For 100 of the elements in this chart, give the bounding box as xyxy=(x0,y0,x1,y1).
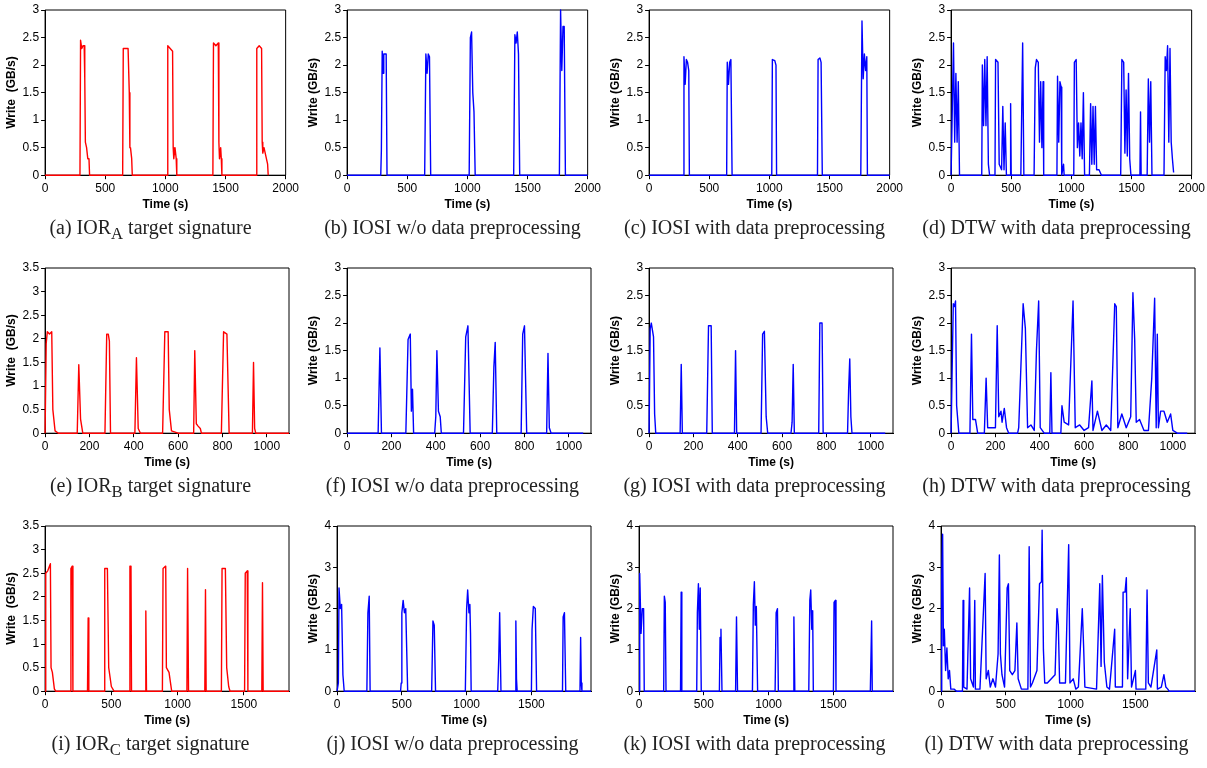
x-tick-label: 1000 xyxy=(1058,180,1086,195)
y-axis-title: Write (GB/s) xyxy=(3,56,18,129)
y-tick-label: 1.5 xyxy=(928,342,946,357)
y-tick-label: 3 xyxy=(626,559,634,574)
y-tick-label: 1 xyxy=(938,112,946,127)
y-tick-label: 1 xyxy=(636,112,644,127)
x-axis-title: Time (s) xyxy=(446,455,492,470)
y-tick-label: 2.5 xyxy=(626,287,644,302)
y-tick-label: 1.5 xyxy=(22,354,40,369)
x-tick-label: 500 xyxy=(995,696,1017,711)
x-tick-label: 200 xyxy=(683,438,704,453)
y-tick-label: 1 xyxy=(626,642,634,657)
x-tick-label: 1000 xyxy=(1057,696,1085,711)
y-tick-label: 2 xyxy=(636,57,644,72)
text: (k) IOSI with data preprocessing xyxy=(622,732,887,755)
y-tick-label: 0 xyxy=(928,683,936,698)
y-tick-label: 3 xyxy=(324,559,332,574)
y-tick-label: 0 xyxy=(938,425,946,440)
y-tick-label: 2.5 xyxy=(324,287,342,302)
y-tick-label: 0 xyxy=(938,167,946,182)
y-tick-label: 1 xyxy=(334,370,342,385)
x-tick-label: 1500 xyxy=(816,180,844,195)
y-tick-label: 2.5 xyxy=(22,565,40,580)
x-axis-title: Time (s) xyxy=(748,455,794,470)
y-tick-label: 2 xyxy=(636,315,644,330)
y-tick-label: 0 xyxy=(334,425,342,440)
text: (c) IOSI with data preprocessing xyxy=(623,216,886,239)
y-tick-label: 3.5 xyxy=(22,260,40,275)
y-tick-label: 0 xyxy=(324,683,332,698)
y-axis-title: Write (GB/s) xyxy=(3,314,18,387)
y-tick-label: 0.5 xyxy=(928,139,946,154)
y-tick-label: 1.5 xyxy=(22,612,40,627)
y-axis-title: Write (GB/s) xyxy=(607,58,622,128)
y-tick-label: 0.5 xyxy=(324,397,342,412)
y-tick-label: 0 xyxy=(626,683,634,698)
y-tick-label: 2 xyxy=(334,315,342,330)
x-tick-label: 1000 xyxy=(755,696,783,711)
x-tick-label: 600 xyxy=(1074,438,1095,453)
y-tick-label: 0.5 xyxy=(22,401,40,416)
text: (e) IOR$_{B}$ target signature xyxy=(48,474,253,502)
y-axis-title: Write (GB/s) xyxy=(3,572,18,645)
x-tick-label: 2000 xyxy=(1178,180,1206,195)
x-tick-label: 800 xyxy=(212,438,233,453)
x-tick-label: 1000 xyxy=(857,438,885,453)
x-tick-label: 1000 xyxy=(454,180,482,195)
x-tick-label: 500 xyxy=(101,696,122,711)
x-tick-label: 1500 xyxy=(1122,696,1150,711)
x-tick-label: 500 xyxy=(95,180,116,195)
text: (b) IOSI w/o data preprocessing xyxy=(323,216,582,239)
x-tick-label: 800 xyxy=(1118,438,1139,453)
y-tick-label: 2 xyxy=(324,600,332,615)
y-tick-label: 1 xyxy=(32,112,40,127)
x-tick-label: 200 xyxy=(985,438,1006,453)
y-tick-label: 3 xyxy=(938,2,946,17)
x-axis-title: Time (s) xyxy=(144,455,190,470)
x-tick-label: 500 xyxy=(693,696,715,711)
x-axis-title: Time (s) xyxy=(1050,455,1096,470)
y-tick-label: 2 xyxy=(938,57,946,72)
y-tick-label: 1.5 xyxy=(626,84,644,99)
y-tick-label: 1.5 xyxy=(928,84,946,99)
y-tick-label: 2.5 xyxy=(928,29,946,44)
x-axis-title: Time (s) xyxy=(1045,713,1091,728)
y-tick-label: 2 xyxy=(32,331,40,346)
y-tick-label: 1.5 xyxy=(626,342,644,357)
y-tick-label: 2 xyxy=(32,589,40,604)
y-axis-title: Write (GB/s) xyxy=(305,574,320,644)
y-tick-label: 1.5 xyxy=(324,84,342,99)
y-tick-label: 2 xyxy=(938,315,946,330)
x-tick-label: 1000 xyxy=(253,438,281,453)
x-tick-label: 1000 xyxy=(164,696,192,711)
y-axis-title: Write (GB/s) xyxy=(607,316,622,386)
x-tick-label: 400 xyxy=(425,438,447,453)
y-tick-label: 2.5 xyxy=(928,287,946,302)
x-axis-title: Time (s) xyxy=(142,197,189,212)
y-tick-label: 0.5 xyxy=(626,139,644,154)
y-tick-label: 2 xyxy=(32,57,40,72)
x-tick-label: 1000 xyxy=(152,180,180,195)
x-tick-label: 1000 xyxy=(1159,438,1187,453)
x-tick-label: 1000 xyxy=(453,696,481,711)
y-tick-label: 3 xyxy=(32,2,40,17)
x-tick-label: 2000 xyxy=(272,180,300,195)
x-tick-label: 600 xyxy=(470,438,491,453)
y-axis-title: Write (GB/s) xyxy=(607,574,622,644)
y-tick-label: 3 xyxy=(938,260,946,275)
x-tick-label: 600 xyxy=(168,438,189,453)
y-tick-label: 0 xyxy=(334,167,342,182)
y-tick-label: 1 xyxy=(636,370,644,385)
y-tick-label: 3 xyxy=(32,283,40,298)
x-tick-label: 1500 xyxy=(230,696,258,711)
x-axis-title: Time (s) xyxy=(144,713,190,728)
y-tick-label: 3 xyxy=(636,2,644,17)
y-axis-title: Write (GB/s) xyxy=(909,574,924,644)
x-tick-label: 800 xyxy=(514,438,535,453)
y-tick-label: 4 xyxy=(324,518,332,533)
y-tick-label: 1 xyxy=(32,378,40,393)
y-tick-label: 0.5 xyxy=(22,659,40,674)
y-tick-label: 1 xyxy=(32,636,40,651)
y-tick-label: 4 xyxy=(626,518,634,533)
y-tick-label: 2.5 xyxy=(22,307,40,322)
y-tick-label: 3 xyxy=(928,559,936,574)
